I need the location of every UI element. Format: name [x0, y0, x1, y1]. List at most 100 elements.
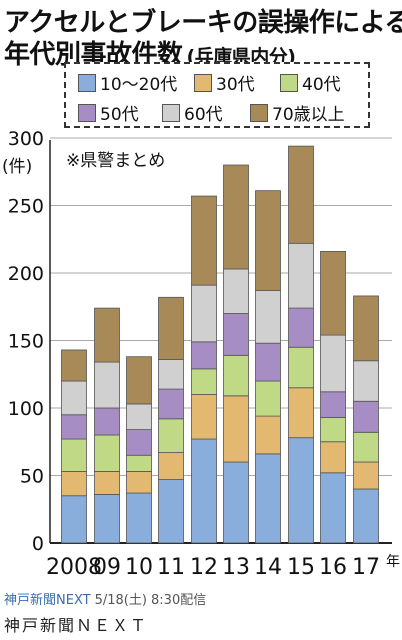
bar-segment	[61, 471, 87, 497]
bar-segment	[94, 493, 120, 544]
legend-item-60: 60代	[162, 100, 223, 125]
bar-segment	[288, 242, 314, 309]
legend-swatch-70plus	[250, 103, 268, 122]
bar-segment	[61, 380, 87, 416]
bar-segment	[61, 438, 87, 472]
bar-segment	[255, 190, 281, 291]
bar-segment	[223, 313, 249, 356]
x-unit-label: 年	[386, 554, 400, 570]
y-tick-label: 0	[32, 533, 44, 555]
legend-label: 70歳以上	[272, 105, 345, 125]
bar-segment	[158, 452, 184, 480]
x-tick-label: 17	[352, 555, 380, 580]
bar-segment	[353, 461, 379, 490]
bar-segment	[61, 414, 87, 440]
bar-segment	[353, 295, 379, 362]
x-tick-label: 14	[254, 555, 282, 580]
bar-segment	[353, 431, 379, 463]
bar-segment	[223, 461, 249, 544]
bar-segment	[126, 403, 152, 431]
bar-segment	[353, 360, 379, 402]
bar-segment	[255, 290, 281, 344]
footer-publisher: 神戸新聞ＮＥＸＴ	[4, 616, 149, 635]
y-tick-label: 250	[8, 196, 44, 218]
bar-segment	[320, 391, 346, 418]
bar-segment	[320, 334, 346, 393]
x-tick-label: 11	[157, 555, 185, 580]
legend-label: 10～20代	[100, 75, 178, 95]
x-tick-label: 15	[287, 555, 315, 580]
bar-segment	[288, 387, 314, 439]
bar-segment	[158, 358, 184, 390]
source-link[interactable]: 神戸新聞NEXT	[4, 593, 91, 608]
x-tick-label: 12	[190, 555, 218, 580]
legend-item-70plus: 70歳以上	[250, 100, 345, 125]
legend-label: 60代	[184, 105, 223, 125]
y-tick-label: 150	[8, 331, 44, 353]
bar-segment	[288, 346, 314, 389]
legend-label: 30代	[216, 75, 255, 95]
legend-swatch-50	[78, 103, 96, 122]
bar-segment	[191, 284, 217, 343]
y-tick-label: 200	[8, 263, 44, 285]
bar-segment	[94, 434, 120, 472]
footer-source: 神戸新聞NEXT 5/18(土) 8:30配信	[4, 589, 206, 608]
bar-segment	[191, 438, 217, 544]
x-tick-label: 10	[125, 555, 153, 580]
bar-segment	[94, 307, 120, 363]
bar-segment	[191, 394, 217, 440]
y-tick-label: 100	[8, 398, 44, 420]
chart-title: アクセルとブレーキの誤操作による	[4, 8, 402, 38]
bar-segment	[353, 400, 379, 433]
bar-segment	[158, 479, 184, 544]
legend-item-50: 50代	[78, 100, 139, 125]
chart-note: ※県警まとめ	[66, 151, 165, 171]
bar-segment	[255, 453, 281, 544]
bar-segment	[320, 417, 346, 443]
legend-swatch-60	[162, 103, 180, 122]
y-tick-label: 300	[8, 128, 44, 150]
bar-segment	[158, 418, 184, 453]
y-unit-label: (件)	[2, 157, 32, 177]
bar-segment	[94, 407, 120, 436]
bar-segment	[126, 492, 152, 544]
bar-segment	[94, 471, 120, 495]
bar-segment	[255, 342, 281, 382]
bar-segment	[288, 145, 314, 244]
bar-segment	[223, 164, 249, 270]
bar-segment	[320, 441, 346, 474]
bar-segment	[223, 268, 249, 314]
legend-label: 40代	[302, 75, 341, 95]
legend-swatch-10-20	[78, 73, 96, 92]
legend-item-40: 40代	[280, 70, 341, 95]
legend-item-10-20: 10～20代	[78, 70, 177, 95]
bar-segment	[223, 354, 249, 397]
chart-figure: 0 50 100 150 200 250 300 (件) ※県警まとめ 2008 09 10 11 12 1…	[2, 8, 402, 580]
bar-segment	[320, 250, 346, 336]
bar-segment	[126, 471, 152, 494]
x-tick-label: 2008	[46, 555, 102, 580]
bar-segment	[61, 349, 87, 382]
bar-segment	[255, 415, 281, 455]
legend-label: 50代	[100, 105, 139, 125]
y-tick-label: 50	[20, 466, 44, 488]
bar-segment	[353, 488, 379, 544]
bar-segment	[255, 380, 281, 417]
chart-legend: 10～20代 30代 40代 50代 60代 70歳以上	[64, 62, 370, 128]
publish-date: 5/18(土) 8:30配信	[94, 593, 207, 608]
bar-segment	[158, 388, 184, 420]
bar-segment	[126, 454, 152, 472]
bar-segment	[94, 361, 120, 409]
bar-segment	[158, 296, 184, 360]
bar-segment	[288, 437, 314, 544]
bar-segment	[191, 341, 217, 370]
legend-swatch-40	[280, 73, 298, 92]
legend-swatch-30	[194, 73, 212, 92]
bar-segment	[126, 429, 152, 456]
bar-segment	[61, 495, 87, 544]
bar-segment	[320, 472, 346, 544]
bar-segment	[126, 356, 152, 405]
bar-segment	[191, 195, 217, 286]
x-tick-label: 13	[222, 555, 250, 580]
